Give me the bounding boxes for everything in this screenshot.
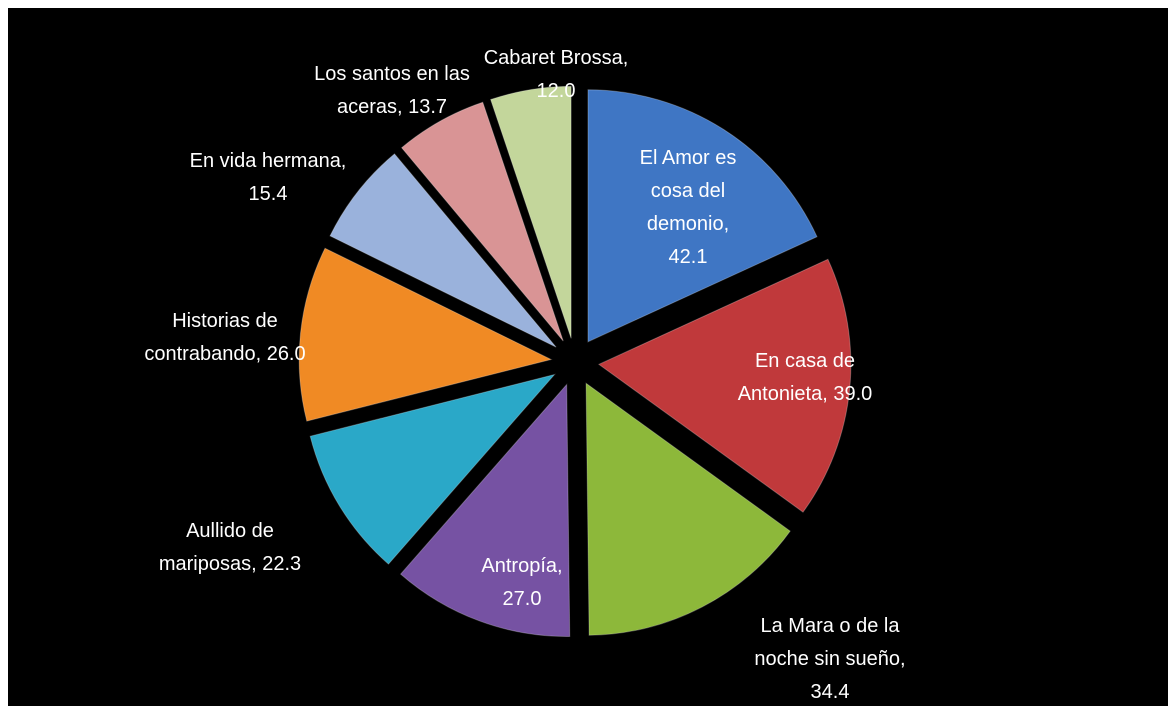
data-label: La Mara o de la noche sin sueño, 34.4 [754,615,906,703]
data-label: Aullido de mariposas, 22.3 [158,520,302,575]
data-label: El Amor es cosa del demonio, 42.1 [639,147,737,268]
data-label: Antropía, 27.0 [481,555,563,610]
data-label: Cabaret Brossa, 12.0 [483,47,629,102]
data-label: En vida hermana, 15.4 [189,150,347,205]
pie-slice [309,373,556,565]
pie-slice [585,382,791,636]
pie-slice [489,85,572,339]
data-label: En casa de Antonieta, 39.0 [737,350,873,405]
data-label: Historias de contrabando, 26.0 [144,310,306,365]
pie-slice [587,89,818,343]
pie-slice [597,258,852,513]
pie-slice [399,383,571,637]
pie-slice [298,247,553,422]
pie-slice [400,101,564,342]
data-label: Los santos en las aceras, 13.7 [314,63,470,118]
pie-slice [329,153,557,348]
